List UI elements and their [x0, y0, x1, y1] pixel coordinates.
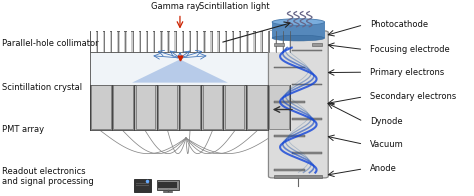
- Bar: [292, 84, 322, 85]
- Bar: [90, 31, 291, 52]
- Bar: [119, 31, 124, 52]
- Bar: [274, 135, 305, 137]
- Text: Dynode: Dynode: [370, 117, 403, 126]
- Text: PMT array: PMT array: [1, 124, 44, 133]
- Bar: [134, 179, 151, 191]
- Bar: [274, 44, 284, 46]
- Bar: [225, 85, 245, 129]
- Bar: [234, 31, 239, 52]
- Bar: [112, 31, 117, 52]
- Bar: [184, 31, 189, 52]
- Text: Parallel-hole collimator: Parallel-hole collimator: [1, 39, 98, 48]
- Bar: [269, 85, 289, 129]
- Bar: [136, 185, 149, 186]
- Bar: [272, 22, 325, 38]
- Bar: [292, 152, 322, 154]
- Bar: [158, 182, 177, 189]
- Bar: [91, 31, 96, 52]
- Bar: [220, 31, 225, 52]
- Bar: [170, 31, 174, 52]
- Text: Photocathode: Photocathode: [370, 20, 428, 29]
- Text: Vacuum: Vacuum: [370, 140, 404, 149]
- Bar: [127, 31, 131, 52]
- Ellipse shape: [272, 35, 325, 41]
- Text: Anode: Anode: [370, 164, 397, 173]
- Text: Scintillation crystal: Scintillation crystal: [1, 83, 82, 92]
- Bar: [136, 85, 155, 129]
- Bar: [163, 31, 167, 52]
- Bar: [180, 85, 200, 129]
- Bar: [206, 31, 210, 52]
- Bar: [90, 84, 291, 130]
- Polygon shape: [132, 59, 228, 83]
- Bar: [274, 101, 305, 103]
- Bar: [274, 169, 305, 171]
- Bar: [213, 31, 218, 52]
- Text: Scintillation light: Scintillation light: [199, 2, 269, 11]
- Text: Secondary electrons: Secondary electrons: [370, 92, 456, 101]
- Bar: [91, 85, 110, 129]
- Bar: [98, 31, 103, 52]
- Bar: [247, 85, 267, 129]
- Bar: [274, 67, 305, 68]
- Bar: [155, 31, 160, 52]
- Bar: [270, 31, 275, 52]
- Text: Primary electrons: Primary electrons: [370, 68, 445, 77]
- Bar: [134, 31, 138, 52]
- Bar: [312, 44, 322, 46]
- Bar: [227, 31, 232, 52]
- Bar: [277, 31, 282, 52]
- Ellipse shape: [272, 19, 325, 25]
- Bar: [148, 31, 153, 52]
- Bar: [156, 180, 179, 190]
- Bar: [177, 31, 182, 52]
- Bar: [274, 175, 322, 178]
- Bar: [163, 191, 172, 192]
- FancyBboxPatch shape: [268, 31, 328, 178]
- Bar: [256, 31, 260, 52]
- Bar: [158, 85, 177, 129]
- Text: Gamma ray: Gamma ray: [151, 2, 200, 11]
- Bar: [141, 31, 146, 52]
- Text: Readout electronics
and signal processing: Readout electronics and signal processin…: [1, 167, 93, 186]
- Bar: [90, 52, 291, 84]
- Bar: [191, 31, 196, 52]
- Bar: [241, 31, 246, 52]
- Text: Focusing electrode: Focusing electrode: [370, 45, 450, 54]
- Bar: [284, 31, 289, 52]
- Bar: [199, 31, 203, 52]
- Bar: [113, 85, 133, 129]
- Bar: [136, 183, 149, 184]
- Bar: [292, 50, 322, 51]
- Bar: [202, 85, 222, 129]
- Bar: [263, 31, 267, 52]
- Bar: [105, 31, 110, 52]
- Bar: [292, 118, 322, 120]
- Bar: [249, 31, 253, 52]
